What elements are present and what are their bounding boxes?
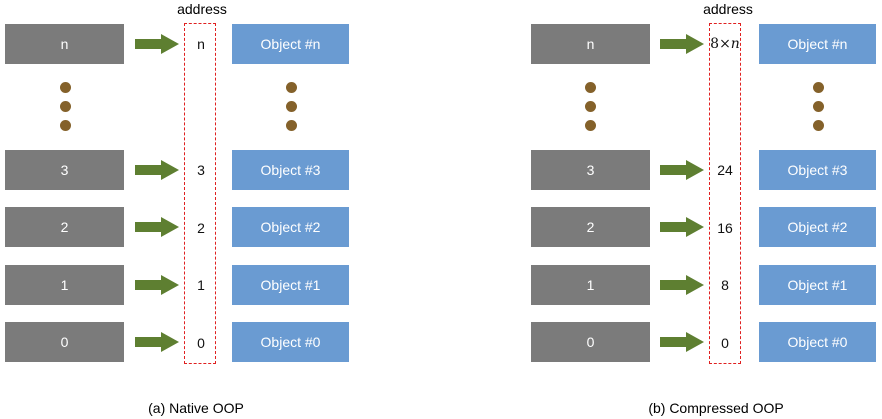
right-arrow-icon bbox=[660, 275, 704, 295]
reference-box-n: n bbox=[5, 24, 124, 64]
object-box-3: Object #3 bbox=[759, 150, 876, 190]
address-value-1: 8 bbox=[721, 277, 729, 293]
ellipsis-dot bbox=[60, 120, 71, 131]
ellipsis-dot bbox=[585, 101, 596, 112]
panel-native-oop: address n n Object #n 3 3 Object #3 2 2 … bbox=[5, 1, 349, 416]
address-header: address bbox=[703, 1, 753, 17]
right-arrow-icon bbox=[135, 160, 179, 180]
caption: (a) Native OOP bbox=[148, 400, 244, 416]
object-box-n: Object #n bbox=[232, 24, 349, 64]
object-box-0: Object #0 bbox=[759, 322, 876, 362]
address-value-0: 0 bbox=[721, 335, 729, 351]
ellipsis-dot bbox=[813, 120, 824, 131]
reference-box-1: 1 bbox=[5, 265, 124, 305]
right-arrow-icon bbox=[660, 332, 704, 352]
address-value-0: 0 bbox=[197, 335, 205, 351]
right-arrow-icon bbox=[135, 332, 179, 352]
ellipsis-dot bbox=[813, 101, 824, 112]
address-value-n: n bbox=[197, 36, 205, 52]
object-box-1: Object #1 bbox=[232, 265, 349, 305]
address-value-3: 3 bbox=[197, 162, 205, 178]
reference-box-1: 1 bbox=[531, 265, 650, 305]
address-value-2: 16 bbox=[717, 220, 733, 236]
object-box-1: Object #1 bbox=[759, 265, 876, 305]
ellipsis-dot bbox=[286, 101, 297, 112]
address-header: address bbox=[177, 1, 227, 17]
right-arrow-icon bbox=[135, 34, 179, 54]
object-box-3: Object #3 bbox=[232, 150, 349, 190]
right-arrow-icon bbox=[660, 34, 704, 54]
reference-box-3: 3 bbox=[5, 150, 124, 190]
reference-box-n: n bbox=[531, 24, 650, 64]
object-box-n: Object #n bbox=[759, 24, 876, 64]
address-column bbox=[709, 23, 741, 364]
reference-box-0: 0 bbox=[5, 322, 124, 362]
address-value-1: 1 bbox=[197, 277, 205, 293]
reference-box-2: 2 bbox=[531, 207, 650, 247]
reference-box-3: 3 bbox=[531, 150, 650, 190]
address-value-2: 2 bbox=[197, 220, 205, 236]
right-arrow-icon bbox=[135, 217, 179, 237]
panel-compressed-oop: address n 8×𝑛 Object #n 3 24 Object #3 2… bbox=[441, 0, 882, 419]
caption: (b) Compressed OOP bbox=[648, 400, 784, 416]
ellipsis-dot bbox=[813, 82, 824, 93]
ellipsis-dot bbox=[286, 82, 297, 93]
address-column bbox=[184, 23, 216, 364]
ellipsis-dot bbox=[60, 101, 71, 112]
object-box-2: Object #2 bbox=[759, 207, 876, 247]
ellipsis-dot bbox=[585, 82, 596, 93]
object-box-0: Object #0 bbox=[232, 322, 349, 362]
right-arrow-icon bbox=[660, 160, 704, 180]
address-value-3: 24 bbox=[717, 162, 733, 178]
right-arrow-icon bbox=[135, 275, 179, 295]
ellipsis-dot bbox=[585, 120, 596, 131]
reference-box-0: 0 bbox=[531, 322, 650, 362]
reference-box-2: 2 bbox=[5, 207, 124, 247]
address-value-n: 8×𝑛 bbox=[710, 36, 740, 52]
ellipsis-dot bbox=[60, 82, 71, 93]
right-arrow-icon bbox=[660, 217, 704, 237]
ellipsis-dot bbox=[286, 120, 297, 131]
object-box-2: Object #2 bbox=[232, 207, 349, 247]
